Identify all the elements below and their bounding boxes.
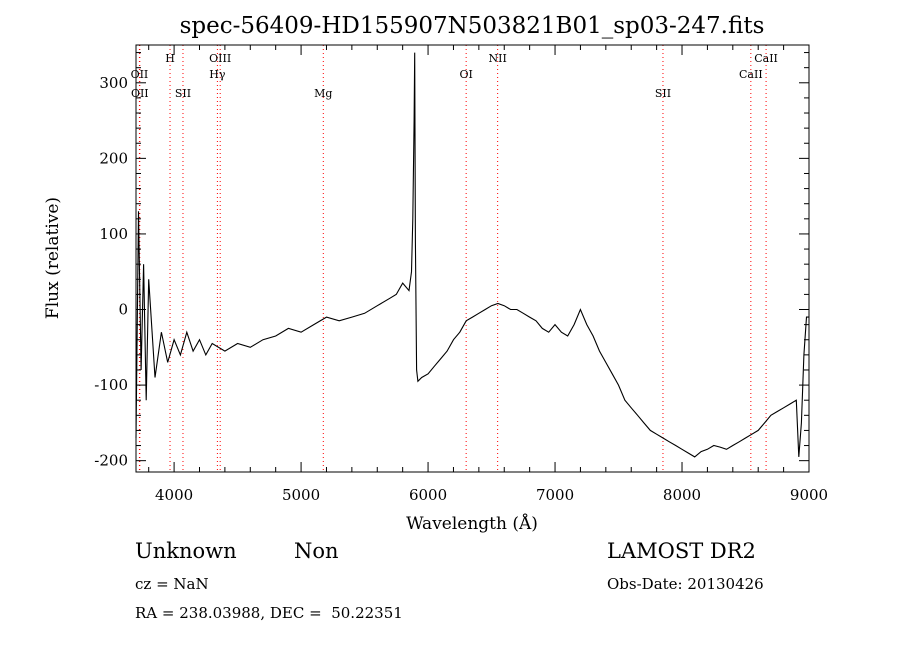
y-tick-label: 100	[99, 225, 128, 243]
emission-line-label: SII	[655, 87, 671, 100]
y-tick-label: 0	[118, 301, 128, 319]
survey-name: LAMOST DR2	[607, 539, 756, 563]
x-tick-label: 7000	[536, 486, 574, 504]
x-axis-label: Wavelength (Å)	[406, 513, 538, 534]
emission-line-label: NII	[488, 52, 506, 65]
emission-line-label: SII	[175, 87, 191, 100]
y-tick-label: -100	[94, 376, 128, 394]
emission-line-label: OI	[459, 68, 472, 81]
chart-title: spec-56409-HD155907N503821B01_sp03-247.f…	[180, 13, 765, 39]
spectrum-line	[135, 52, 809, 458]
x-tick-label: 6000	[409, 486, 447, 504]
y-tick-label: 200	[99, 149, 128, 167]
redshift-cz: cz = NaN	[135, 575, 209, 593]
y-tick-label: 300	[99, 74, 128, 92]
emission-line-label: OII	[131, 68, 149, 81]
observation-date: Obs-Date: 20130426	[607, 575, 764, 593]
object-type: Unknown	[135, 539, 237, 563]
emission-line-labels: OII OII H SII OIII Hγ Mg OI NII SII CaII CaII	[131, 52, 778, 100]
emission-line-label: OII	[131, 87, 149, 100]
y-tick-label: -200	[94, 452, 128, 470]
emission-line-label: CaII	[739, 68, 763, 81]
x-axis-ticks: 4000 5000 6000 7000 8000 9000	[148, 45, 828, 504]
coordinates: RA = 238.03988, DEC = 50.22351	[135, 604, 403, 622]
emission-line-label: CaII	[754, 52, 778, 65]
y-axis-label: Flux (relative)	[43, 197, 63, 319]
emission-line-markers	[138, 45, 767, 472]
object-subclass: Non	[294, 539, 339, 563]
emission-line-label: Mg	[314, 87, 332, 100]
plot-frame	[135, 44, 810, 473]
x-tick-label: 4000	[155, 486, 193, 504]
x-tick-label: 9000	[790, 486, 828, 504]
emission-line-label: Hγ	[209, 68, 226, 81]
x-tick-label: 8000	[663, 486, 701, 504]
emission-line-label: H	[165, 52, 175, 65]
y-axis-ticks: -200 -100 0 100 200 300	[94, 52, 809, 470]
emission-line-label: OIII	[209, 52, 231, 65]
x-tick-label: 5000	[282, 486, 320, 504]
